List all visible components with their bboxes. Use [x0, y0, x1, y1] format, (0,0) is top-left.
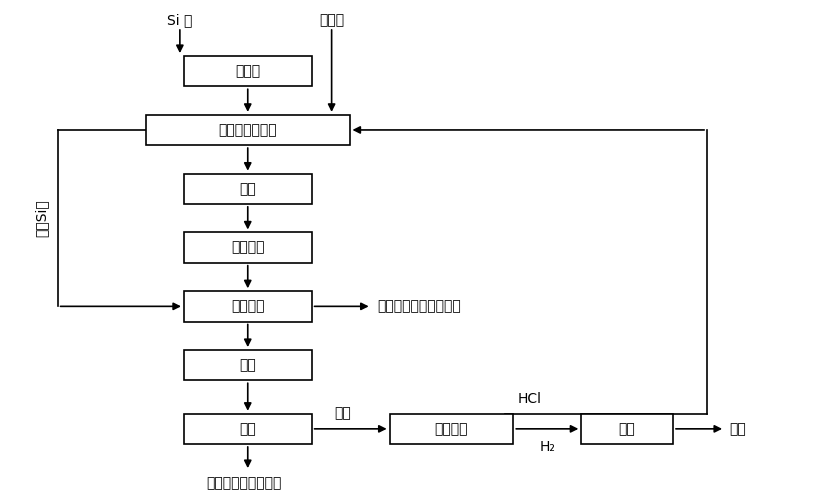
Bar [184, 291, 311, 322]
Text: 三氯氢硅合成炉: 三氯氢硅合成炉 [218, 123, 277, 137]
Bar [390, 414, 513, 444]
Bar [184, 232, 311, 262]
Text: 粉尘、高氯硅烷混合气: 粉尘、高氯硅烷混合气 [377, 300, 461, 314]
Text: 变压吸附: 变压吸附 [434, 422, 468, 436]
Text: 烘粉炉: 烘粉炉 [236, 64, 260, 78]
Text: 洗涤: 洗涤 [619, 422, 636, 436]
Text: H₂: H₂ [540, 440, 555, 454]
Bar [146, 115, 350, 145]
Bar [184, 414, 311, 444]
Text: 少量Si粉: 少量Si粉 [34, 200, 48, 237]
Text: 氯化氢: 氯化氢 [319, 13, 344, 27]
Text: 尾气: 尾气 [334, 406, 351, 420]
Bar [184, 350, 311, 380]
Text: 袋式过滤: 袋式过滤 [231, 300, 265, 314]
Text: 三氯氢硅、四氯化硅: 三氯氢硅、四氯化硅 [206, 476, 281, 490]
Text: 旋风分离: 旋风分离 [231, 240, 265, 254]
Text: 深冷: 深冷 [240, 422, 256, 436]
Text: 沉降: 沉降 [240, 182, 256, 196]
Text: Si 粉: Si 粉 [167, 13, 192, 27]
Text: 水冷: 水冷 [240, 358, 256, 372]
Bar [581, 414, 673, 444]
Bar [184, 56, 311, 86]
Bar [184, 174, 311, 204]
Text: HCl: HCl [518, 392, 541, 406]
Text: 放空: 放空 [729, 422, 746, 436]
